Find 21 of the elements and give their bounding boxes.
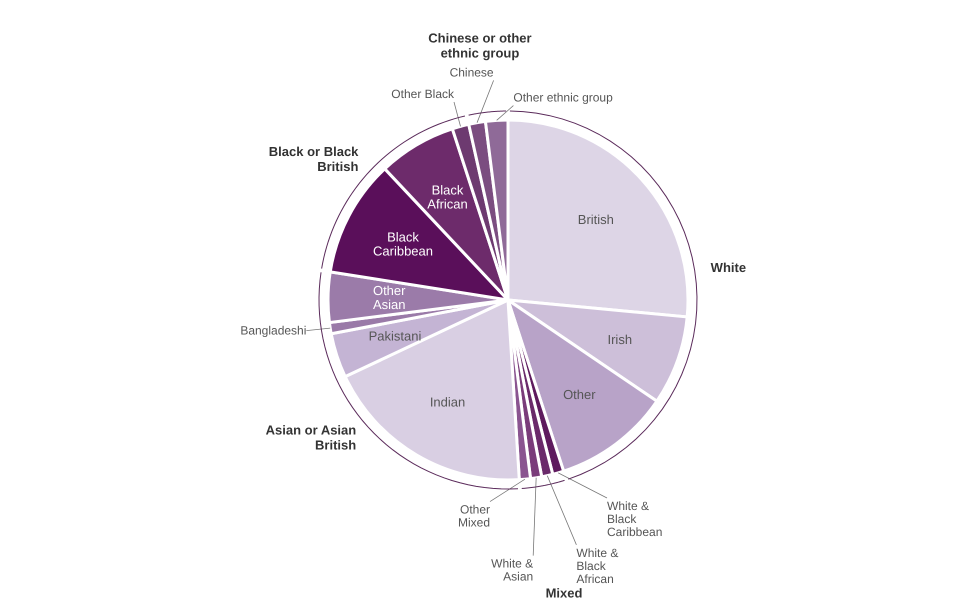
- slice-label: White & Black African: [576, 546, 618, 586]
- slice-label: White & Asian: [491, 556, 534, 584]
- slice-label: Other Mixed: [458, 502, 490, 530]
- slice-label: Other Asian: [372, 283, 406, 312]
- slice-label: British: [578, 212, 614, 228]
- slice-label: Black Caribbean: [373, 229, 434, 258]
- slice-label: Other Black: [391, 87, 455, 101]
- slice-label: White & Black Caribbean: [607, 499, 662, 539]
- slice-label: Irish: [607, 332, 632, 348]
- text: Chinese or other ethnic group: [428, 30, 532, 60]
- slice-label: Indian: [430, 394, 466, 410]
- slice-label: Other ethnic group: [513, 90, 614, 105]
- slice-label: Other: [563, 387, 596, 402]
- text: White: [710, 260, 746, 275]
- slice-label: Bangladeshi: [240, 324, 306, 338]
- text: Mixed: [546, 586, 582, 601]
- text: Black or Black British: [268, 144, 360, 174]
- slice-label: Chinese: [450, 65, 494, 80]
- text: Asian or Asian British: [266, 422, 356, 453]
- slice-label: Black African: [427, 182, 468, 212]
- slice-label: Pakistani: [368, 328, 422, 344]
